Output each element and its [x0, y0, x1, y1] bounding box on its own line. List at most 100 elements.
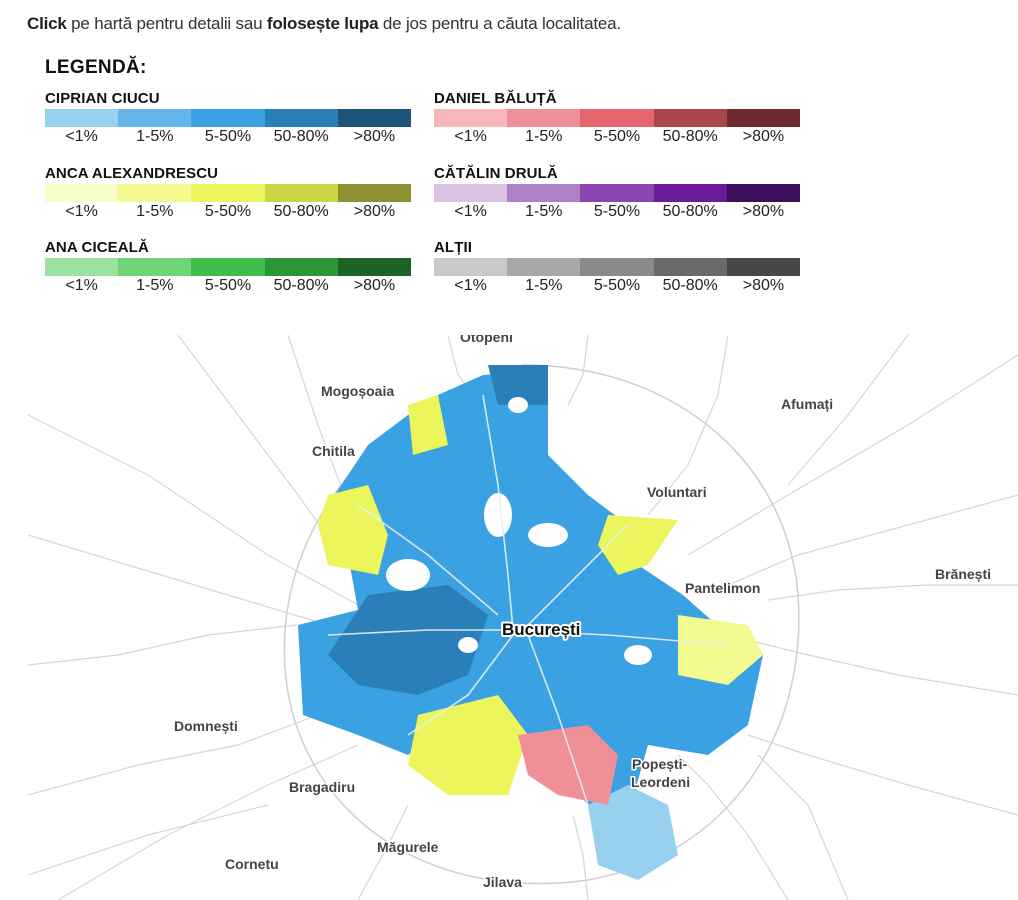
- legend-tick-label: 1-5%: [525, 203, 563, 220]
- label-popesti: Popești-: [632, 756, 688, 772]
- label-mogosoaia: Mogoșoaia: [321, 383, 394, 399]
- legend-color-swatch: [434, 258, 508, 276]
- legend-tick-label: <1%: [65, 203, 98, 220]
- region-ciucu-dark-west[interactable]: [328, 585, 488, 695]
- legend-color-swatch: [191, 109, 265, 127]
- legend-color-swatch: [653, 258, 727, 276]
- label-afumati: Afumați: [781, 396, 833, 412]
- legend-tick-label: 50-80%: [662, 128, 718, 145]
- region-alexandrescu-nw[interactable]: [318, 485, 388, 575]
- legend-tick-label: 50-80%: [273, 128, 329, 145]
- label-magurele: Măgurele: [377, 839, 439, 855]
- legend-color-swatch: [653, 184, 727, 202]
- legend-tick-label: 1-5%: [525, 277, 563, 294]
- legend-tick-label: 5-50%: [204, 203, 252, 220]
- legend-color-scale: [45, 109, 412, 127]
- legend-candidate: CIPRIAN CIUCU <1% 1-5% 5-50% 50-80% >80%: [45, 90, 412, 146]
- legend-color-swatch: [118, 184, 192, 202]
- legend-candidate-name: ANCA ALEXANDRESCU: [45, 165, 219, 182]
- legend-color-swatch: [45, 258, 119, 276]
- legend-tick-label: 1-5%: [136, 128, 174, 145]
- legend-color-swatch: [580, 109, 654, 127]
- label-jilava: Jilava: [483, 874, 522, 890]
- legend-tick-labels: <1% 1-5% 5-50% 50-80% >80%: [45, 203, 411, 221]
- legend-candidate: ALȚII <1% 1-5% 5-50% 50-80% >80%: [434, 239, 801, 295]
- legend-tick-labels: <1% 1-5% 5-50% 50-80% >80%: [45, 128, 411, 146]
- region-alexandrescu-east[interactable]: [598, 515, 678, 575]
- legend-tick-label: <1%: [454, 128, 487, 145]
- legend-color-swatch: [653, 109, 727, 127]
- legend-tick-label: 50-80%: [273, 277, 329, 294]
- region-alexandrescu-north[interactable]: [408, 395, 448, 455]
- label-cornetu: Cornetu: [225, 856, 279, 872]
- legend-color-swatch: [434, 184, 508, 202]
- legend-tick-label: >80%: [742, 128, 785, 145]
- legend-color-swatch: [337, 258, 412, 276]
- label-bucuresti: București: [502, 620, 580, 639]
- legend-tick-label: 5-50%: [593, 128, 641, 145]
- legend-color-scale: [45, 184, 412, 202]
- legend-color-swatch: [507, 184, 581, 202]
- legend-tick-labels: <1% 1-5% 5-50% 50-80% >80%: [45, 277, 411, 295]
- region-ciucu-dark-north[interactable]: [488, 365, 548, 405]
- label-voluntari: Voluntari: [647, 484, 707, 500]
- legend-tick-label: >80%: [353, 203, 396, 220]
- region-ciucu-main[interactable]: [298, 370, 763, 815]
- legend-candidate-name: CĂTĂLIN DRULĂ: [434, 165, 558, 182]
- legend-tick-labels: <1% 1-5% 5-50% 50-80% >80%: [434, 128, 800, 146]
- legend-color-swatch: [726, 258, 801, 276]
- instructions-click: Click: [27, 14, 67, 33]
- legend-tick-label: 5-50%: [204, 277, 252, 294]
- legend-color-swatch: [580, 184, 654, 202]
- legend-color-swatch: [507, 109, 581, 127]
- legend-color-scale: [45, 258, 412, 276]
- legend-color-swatch: [118, 258, 192, 276]
- label-branesti: Brănești: [935, 566, 991, 582]
- legend-color-swatch: [264, 184, 338, 202]
- legend-color-swatch: [337, 184, 412, 202]
- legend-tick-label: 1-5%: [136, 203, 174, 220]
- legend-candidate-name: ANA CICEALĂ: [45, 239, 149, 256]
- legend-color-swatch: [726, 109, 801, 127]
- instructions-magnifier: folosește lupa: [266, 14, 379, 33]
- legend-color-scale: [434, 109, 801, 127]
- legend-tick-label: >80%: [353, 128, 396, 145]
- legend-color-swatch: [191, 184, 265, 202]
- city-regions[interactable]: [298, 365, 763, 880]
- label-domnesti: Domnești: [174, 718, 238, 734]
- legend-tick-label: 5-50%: [204, 128, 252, 145]
- legend-color-swatch: [434, 109, 508, 127]
- legend-tick-labels: <1% 1-5% 5-50% 50-80% >80%: [434, 203, 800, 221]
- legend-color-scale: [434, 184, 801, 202]
- legend-candidate: ANCA ALEXANDRESCU <1% 1-5% 5-50% 50-80% >80%: [45, 165, 412, 221]
- legend-color-swatch: [337, 109, 412, 127]
- legend-tick-labels: <1% 1-5% 5-50% 50-80% >80%: [434, 277, 800, 295]
- ring-road: [283, 364, 800, 885]
- instructions-text: Click pe hartă pentru detalii sau folose…: [27, 14, 621, 34]
- legend-tick-label: 1-5%: [525, 128, 563, 145]
- legend-color-swatch: [191, 258, 265, 276]
- label-otopeni: Otopeni: [460, 335, 513, 345]
- legend-tick-label: 5-50%: [593, 277, 641, 294]
- legend-candidate: DANIEL BĂLUȚĂ <1% 1-5% 5-50% 50-80% >80%: [434, 90, 801, 146]
- legend-color-swatch: [45, 109, 119, 127]
- legend-tick-label: >80%: [353, 277, 396, 294]
- legend-candidate: CĂTĂLIN DRULĂ <1% 1-5% 5-50% 50-80% >80%: [434, 165, 801, 221]
- region-alexandrescu-far-east[interactable]: [678, 615, 763, 685]
- legend-candidate-name: CIPRIAN CIUCU: [45, 90, 160, 107]
- region-baluta-south[interactable]: [518, 725, 618, 805]
- instructions-end: de jos pentru a căuta localitatea.: [378, 14, 621, 33]
- map-labels: Otopeni Mogoșoaia Afumați Chitila Volunt…: [173, 335, 993, 892]
- legend-tick-label: <1%: [65, 128, 98, 145]
- region-alexandrescu-south[interactable]: [408, 695, 528, 795]
- legend-tick-label: 1-5%: [136, 277, 174, 294]
- label-bragadiru: Bragadiru: [289, 779, 355, 795]
- lakes: [386, 397, 652, 665]
- region-ciucu-light-south[interactable]: [588, 785, 678, 880]
- legend-color-swatch: [118, 109, 192, 127]
- legend-tick-label: 50-80%: [662, 203, 718, 220]
- election-map[interactable]: Otopeni Mogoșoaia Afumați Chitila Volunt…: [28, 335, 1018, 900]
- legend-tick-label: >80%: [742, 203, 785, 220]
- legend-color-scale: [434, 258, 801, 276]
- legend-color-swatch: [507, 258, 581, 276]
